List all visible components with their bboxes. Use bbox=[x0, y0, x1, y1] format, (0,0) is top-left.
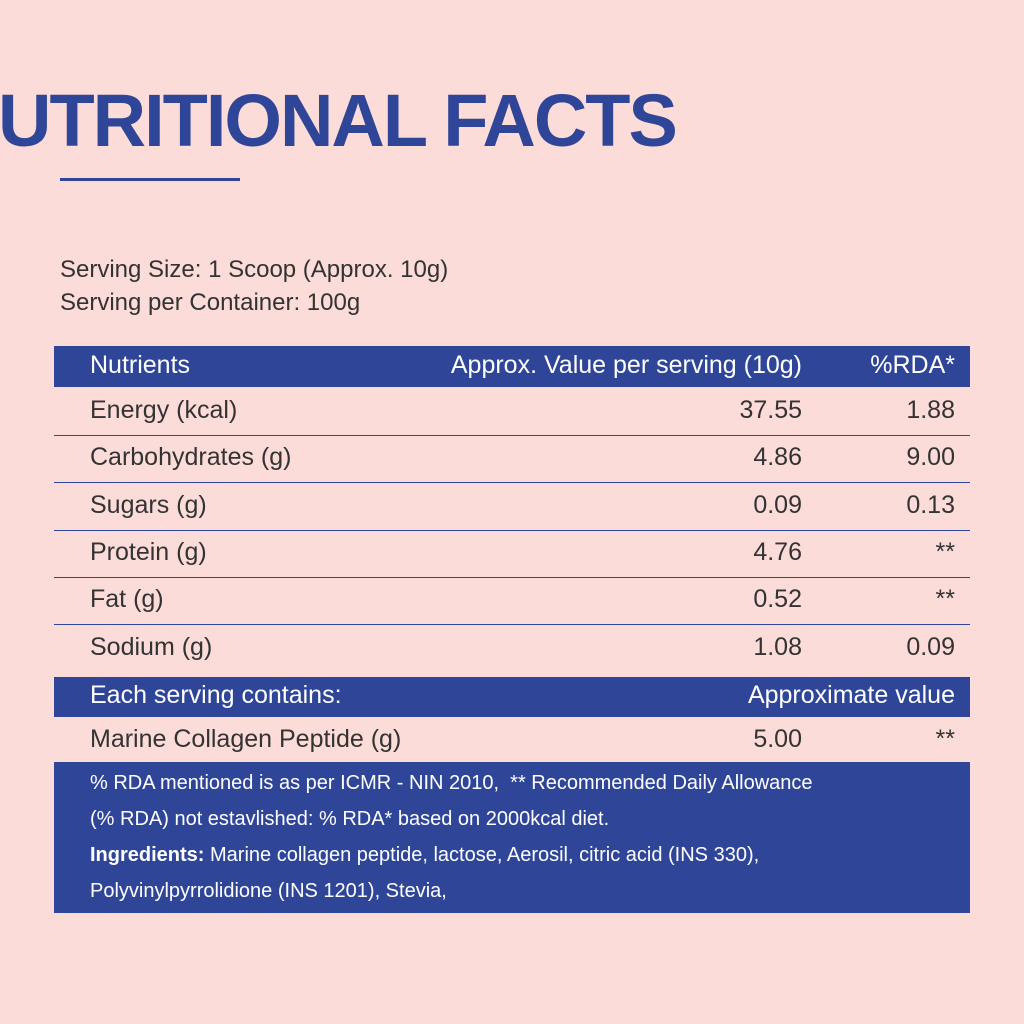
cell-label: Fat (g) bbox=[90, 585, 164, 614]
column-header: Nutrients bbox=[90, 351, 191, 379]
cell-label: Energy (kcal) bbox=[90, 396, 238, 424]
title: UTRITIONAL FACTS bbox=[0, 79, 678, 162]
servings-per-container: Serving per Container: 100g bbox=[60, 289, 361, 316]
section-header-value: Approximate value bbox=[747, 681, 955, 709]
column-header: %RDA* bbox=[870, 351, 955, 379]
table-header bbox=[54, 346, 970, 387]
cell-value: ** bbox=[935, 537, 955, 566]
cell-value: 1.88 bbox=[906, 396, 955, 424]
row-divider bbox=[54, 482, 970, 484]
cell-value: 0.09 bbox=[906, 632, 955, 661]
cell-value: 4.86 bbox=[753, 443, 802, 472]
cell-label: Carbohydrates (g) bbox=[90, 443, 292, 472]
cell-value: 37.55 bbox=[739, 396, 802, 424]
serving-size: Serving Size: 1 Scoop (Approx. 10g) bbox=[60, 256, 449, 283]
cell-value: 9.00 bbox=[906, 443, 955, 472]
cell-label: Sugars (g) bbox=[90, 490, 207, 519]
cell-label: Marine Collagen Peptide (g) bbox=[90, 725, 402, 753]
cell-label: Sodium (g) bbox=[90, 632, 213, 661]
row-divider bbox=[54, 576, 970, 578]
row-divider bbox=[54, 529, 970, 531]
cell-value: ** bbox=[935, 725, 955, 753]
section-header-label: Each serving contains: bbox=[90, 681, 342, 709]
cell-value: 4.76 bbox=[753, 537, 802, 566]
cell-value: 1.08 bbox=[753, 632, 802, 661]
cell-value: 0.09 bbox=[753, 490, 802, 519]
ingredients-text: Polyvinylpyrrolidione (INS 1201), Stevia… bbox=[90, 880, 447, 902]
ingredients-label: Ingredients: bbox=[90, 844, 205, 866]
section-header bbox=[54, 677, 970, 717]
ingredients: Ingredients: Marine collagen peptide, la… bbox=[90, 844, 759, 867]
footer-note: (% RDA) not estavlished: % RDA* based on… bbox=[90, 808, 610, 830]
footer-box bbox=[54, 762, 970, 913]
row-divider bbox=[54, 435, 970, 436]
ingredients-text: Marine collagen peptide, lactose, Aerosi… bbox=[210, 844, 760, 866]
row-divider bbox=[54, 624, 970, 626]
cell-value: 0.52 bbox=[753, 585, 802, 614]
cell-value: ** bbox=[935, 585, 955, 614]
column-header: Approx. Value per serving (10g) bbox=[450, 351, 802, 379]
cell-value: 5.00 bbox=[753, 725, 802, 753]
cell-value: 0.13 bbox=[906, 490, 955, 519]
footer-note: % RDA mentioned is as per ICMR - NIN 201… bbox=[90, 772, 813, 794]
title-underline bbox=[60, 178, 240, 181]
cell-label: Protein (g) bbox=[90, 537, 207, 566]
